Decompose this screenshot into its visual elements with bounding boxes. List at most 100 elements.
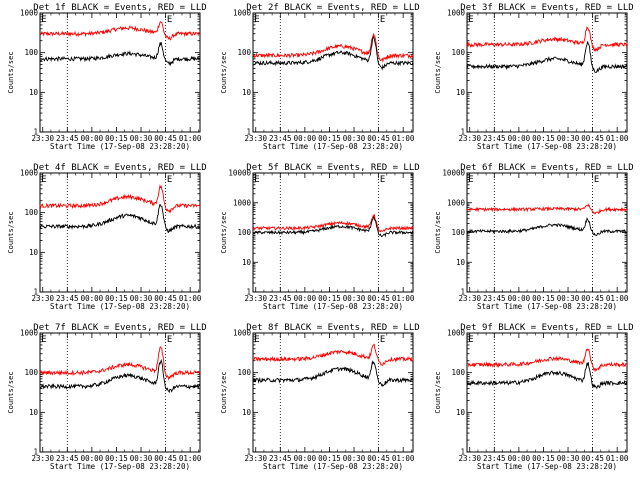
y-tick-label: 1 — [33, 128, 38, 137]
panel-title: Det 4f BLACK = Events, RED = LLD — [33, 163, 206, 173]
x-tick-label: 00:45 — [367, 134, 390, 143]
y-tick-label: 100 — [24, 48, 38, 57]
x-tick-label: 01:00 — [606, 294, 629, 303]
x-tick-label: 23:45 — [56, 454, 79, 463]
y-tick-label: 100 — [24, 368, 38, 377]
panel-title: Det 1f BLACK = Events, RED = LLD — [33, 3, 206, 13]
panel-det-2: Det 2f BLACK = Events, RED = LLD 1 10 100 10… — [220, 3, 420, 151]
x-tick-label: 00:00 — [294, 134, 317, 143]
series-lld-line — [466, 26, 628, 52]
panel-det-4: Det 4f BLACK = Events, RED = LLD 1 10 100 10… — [7, 163, 207, 311]
plot-frame — [466, 172, 628, 293]
y-tick-label: 1000 — [447, 198, 466, 207]
x-tick-label: 01:00 — [392, 294, 415, 303]
plot-frame — [39, 332, 201, 453]
event-flag: E — [594, 335, 599, 345]
x-tick-label: 00:30 — [343, 294, 366, 303]
y-tick-label: 10000 — [228, 169, 251, 178]
panel-det-1: Det 1f BLACK = Events, RED = LLD 1 10 100 10… — [7, 3, 207, 151]
x-tick-label: 00:15 — [532, 294, 555, 303]
y-tick-label: 1 — [460, 288, 465, 297]
y-tick-label: 100 — [237, 228, 251, 237]
y-tick-label: 1 — [246, 288, 251, 297]
series-lld-line — [39, 184, 201, 214]
series-lld-line — [252, 214, 414, 233]
y-tick-label: 1 — [33, 448, 38, 457]
plot-frame — [466, 332, 628, 453]
y-tick-label: 10000 — [442, 169, 465, 178]
y-axis-label: Counts/sec — [434, 371, 442, 413]
event-flag: E — [41, 175, 46, 185]
series-events-line — [466, 217, 628, 237]
x-tick-label: 23:30 — [244, 134, 267, 143]
y-tick-label: 10 — [456, 258, 466, 267]
x-axis-label: Start Time (17-Sep-08 23:28:20) — [50, 142, 190, 151]
x-tick-label: 00:00 — [508, 134, 531, 143]
x-tick-label: 00:30 — [130, 134, 153, 143]
panel-det-8: Det 8f BLACK = Events, RED = LLD 1 10 100 10… — [220, 323, 420, 471]
x-tick-label: 23:45 — [269, 294, 292, 303]
y-tick-label: 10 — [456, 408, 466, 417]
x-tick-label: 23:45 — [483, 294, 506, 303]
plot-frame — [39, 172, 201, 293]
x-tick-label: 01:00 — [179, 294, 202, 303]
y-tick-label: 1000 — [447, 329, 466, 338]
event-flag: E — [380, 15, 385, 25]
x-axis-label: Start Time (17-Sep-08 23:28:20) — [477, 302, 617, 311]
x-tick-label: 23:45 — [269, 454, 292, 463]
panel-title: Det 6f BLACK = Events, RED = LLD — [460, 163, 633, 173]
panel-title: Det 7f BLACK = Events, RED = LLD — [33, 323, 206, 333]
y-tick-label: 100 — [451, 48, 465, 57]
y-tick-label: 1000 — [20, 9, 39, 18]
x-tick-label: 00:00 — [294, 454, 317, 463]
panel-det-5: Det 5f BLACK = Events, RED = LLD 1 10 100 10… — [220, 163, 420, 311]
plot-frame — [252, 12, 414, 133]
y-axis-label: Counts/sec — [220, 211, 228, 253]
y-axis-label: Counts/sec — [7, 371, 15, 413]
x-tick-label: 00:15 — [318, 454, 341, 463]
x-tick-label: 00:30 — [130, 294, 153, 303]
x-tick-label: 00:30 — [557, 454, 580, 463]
y-tick-label: 1000 — [20, 329, 39, 338]
series-events-line — [466, 362, 628, 390]
series-events-line — [466, 41, 628, 74]
series-lld-line — [252, 343, 414, 367]
x-tick-label: 00:15 — [532, 454, 555, 463]
x-tick-label: 00:45 — [581, 134, 604, 143]
x-tick-label: 01:00 — [606, 134, 629, 143]
x-tick-label: 00:00 — [508, 294, 531, 303]
x-tick-label: 00:45 — [581, 454, 604, 463]
x-tick-label: 01:00 — [606, 454, 629, 463]
plot-frame — [39, 12, 201, 133]
y-tick-label: 10 — [242, 258, 252, 267]
series-events-line — [39, 42, 201, 67]
y-tick-label: 1 — [460, 128, 465, 137]
plot-frame — [252, 332, 414, 453]
x-tick-label: 00:00 — [81, 294, 104, 303]
y-tick-label: 1000 — [233, 9, 252, 18]
y-axis-label: Counts/sec — [220, 51, 228, 93]
event-flag: E — [468, 335, 473, 345]
event-flag: E — [167, 15, 172, 25]
y-axis-label: Counts/sec — [434, 51, 442, 93]
event-flag: E — [254, 175, 259, 185]
y-tick-label: 10 — [456, 88, 466, 97]
series-lld-line — [252, 32, 414, 63]
series-events-line — [252, 360, 414, 387]
event-flag: E — [594, 175, 599, 185]
event-flag: E — [468, 175, 473, 185]
y-tick-label: 10 — [29, 408, 39, 417]
x-tick-label: 01:00 — [392, 134, 415, 143]
panel-det-7: Det 7f BLACK = Events, RED = LLD 1 10 100 10… — [7, 323, 207, 471]
series-lld-line — [39, 346, 201, 381]
x-tick-label: 23:45 — [483, 454, 506, 463]
x-tick-label: 00:30 — [557, 134, 580, 143]
y-tick-label: 100 — [237, 48, 251, 57]
x-tick-label: 00:15 — [532, 134, 555, 143]
x-tick-label: 23:30 — [458, 454, 481, 463]
panel-title: Det 3f BLACK = Events, RED = LLD — [460, 3, 633, 13]
y-tick-label: 1000 — [233, 329, 252, 338]
panel-det-6: Det 6f BLACK = Events, RED = LLD 1 10 100 10… — [434, 163, 634, 311]
event-flag: E — [380, 335, 385, 345]
